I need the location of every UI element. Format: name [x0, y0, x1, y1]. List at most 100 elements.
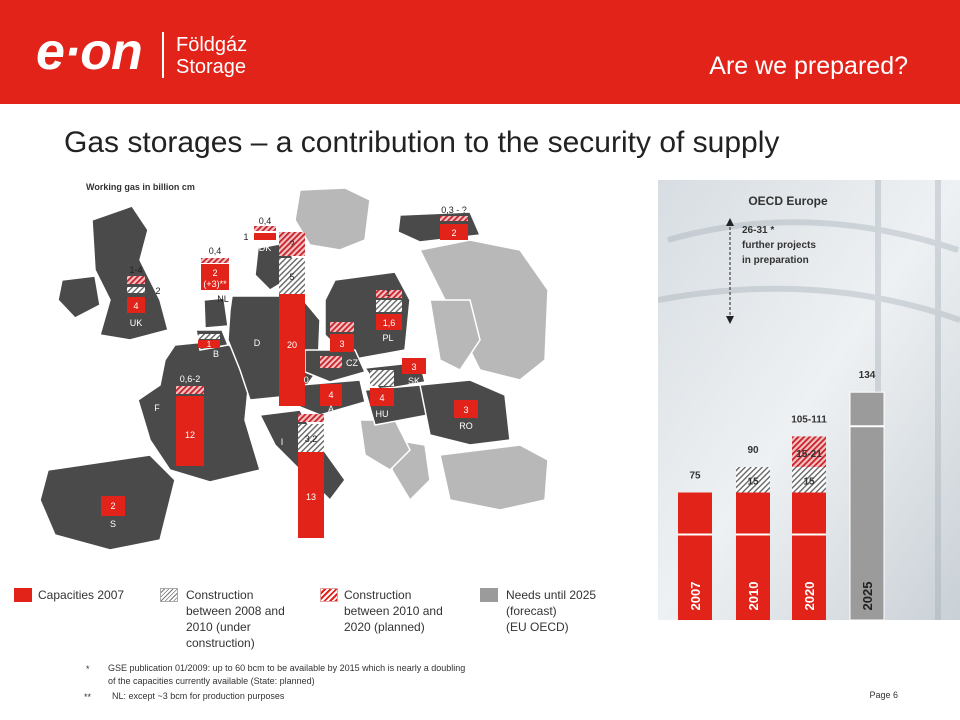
bar-2007-year-label: 2007 [688, 582, 703, 611]
pl-label: PL [382, 333, 393, 343]
bar-2025-total-label: 134 [859, 370, 876, 381]
country-ireland [57, 275, 101, 319]
lv-capacity-value: 2 [451, 228, 456, 238]
f-planned-bar [176, 386, 204, 394]
i-label: I [281, 437, 284, 447]
oecd-bars: 75 2007 15 90 2010 15 15-21 105-111 2020 134 2025 [678, 370, 885, 620]
legend-construction-swatch [160, 588, 178, 602]
b-capacity-value: 1 [207, 340, 212, 349]
bar-2007-total-label: 75 [689, 471, 701, 482]
hu-capacity-value: 4 [379, 393, 384, 403]
d-planned-value: ? [289, 239, 294, 249]
a-label: A [328, 404, 334, 414]
uk-planned-value: 1-4 [129, 265, 142, 275]
company-name-line1: Földgáz [176, 34, 248, 56]
country-netherlands [203, 297, 229, 329]
d-construction-bar [279, 258, 305, 294]
cz-label: CZ [346, 358, 358, 368]
d-label: D [254, 338, 261, 348]
bar-2020-planned-label: 15-21 [796, 449, 822, 460]
ro-capacity-value: 3 [463, 405, 468, 415]
eon-logo: e·on [36, 23, 143, 81]
oecd-europe-chart: OECD Europe 75 2007 15 90 2010 15 15-21 105-111… [658, 180, 960, 620]
slide-title: Gas storages – a contribution to the sec… [64, 126, 780, 159]
sk-capacity-value: 3 [411, 362, 416, 372]
legend-construction-line1: Construction [186, 588, 254, 602]
logo-divider [162, 32, 164, 78]
bar-2020-planned [792, 436, 826, 467]
bar-2010-construction [736, 467, 770, 493]
bar-2010-construction-label: 15 [747, 477, 759, 488]
footnote-1-line1: GSE publication 01/2009: up to 60 bcm to… [108, 663, 466, 673]
legend-construction-line2: between 2008 and [186, 604, 285, 618]
cz-capacity-bar [330, 334, 354, 352]
hu-construction-bar [370, 370, 394, 386]
ro-label: RO [459, 421, 473, 431]
pl-planned-value: 1 [385, 288, 390, 298]
bar-2020-construction-label: 15 [803, 477, 815, 488]
legend-planned-line2: between 2010 and [344, 604, 443, 618]
legend-needs-swatch [480, 588, 498, 602]
legend-capacities-label: Capacities 2007 [38, 588, 125, 602]
dk-capacity-bar [254, 233, 276, 240]
s-capacity-bar [101, 496, 125, 516]
nl-planned-value: 0,4 [209, 246, 222, 256]
sk-construction-value: 0,4 [412, 334, 425, 344]
nl-planned-bar [201, 258, 229, 263]
bar-2010-year-label: 2010 [746, 582, 761, 611]
legend-planned-swatch [320, 588, 338, 602]
hu-label: HU [376, 409, 389, 419]
f-capacity-value: 12 [185, 430, 195, 440]
f-label: F [154, 403, 160, 413]
ro-capacity-bar [454, 400, 478, 418]
map-caption: Working gas in billion cm [86, 182, 195, 192]
lv-label: LV [481, 234, 491, 244]
note-line2: further projects [742, 240, 816, 251]
footnote-2: NL: except ~3 bcm for production purpose… [112, 691, 285, 701]
b-label: B [213, 349, 219, 359]
europe-storage-map: 4 1-4 2 UK 0,4 2 (+3)** NL 0,4 1 DK 0,3 … [39, 187, 549, 551]
note-range: 26-31 * [742, 225, 774, 236]
footnote-mark-2: ** [84, 692, 92, 702]
dk-planned-bar [254, 226, 276, 231]
a-capacity-bar [320, 384, 342, 406]
uk-construction-bar [127, 287, 145, 293]
pl-construction-value: 0,5 [412, 306, 425, 316]
legend-planned-line1: Construction [344, 588, 412, 602]
legend-construction-line3: 2010 (under [186, 620, 251, 634]
cz-capacity-value: 3 [339, 339, 344, 349]
dk-planned-value: 0,4 [259, 216, 272, 226]
company-name-line2: Storage [176, 56, 247, 78]
sk-label: SK [408, 376, 420, 386]
bar-2025-year-label: 2025 [860, 582, 875, 611]
i-capacity-bar [298, 452, 324, 538]
bar-2020-capacity [792, 492, 826, 620]
lv-planned-bar [440, 216, 468, 221]
s-capacity-value: 2 [110, 501, 115, 511]
hu-capacity-bar [370, 388, 394, 406]
s-label: S [110, 519, 116, 529]
nl-extra-value: (+3)** [203, 279, 227, 289]
cz-planned-bar [330, 322, 354, 332]
b-construction-bar [198, 334, 220, 339]
uk-label: UK [130, 318, 143, 328]
pl-capacity-value: 1,6 [383, 318, 396, 328]
legend-needs-line3: (EU OECD) [506, 620, 569, 634]
bar-2025-needs [849, 391, 885, 620]
f-planned-value: 0,6-2 [180, 374, 201, 384]
d-capacity-bar [279, 294, 305, 406]
i-construction-value: 3,2 [305, 434, 318, 444]
i-capacity-value: 13 [306, 492, 316, 502]
pl-construction-bar [376, 300, 402, 312]
country-uk [91, 205, 169, 341]
d-capacity-value: 20 [287, 340, 297, 350]
uk-capacity-bar [127, 297, 145, 313]
uk-capacity-value: 4 [133, 301, 138, 311]
footnote-1-line2: of the capacities currently available (S… [108, 676, 315, 686]
range-arrow-head-top [726, 218, 734, 226]
oecd-title: OECD Europe [748, 194, 828, 208]
legend-construction-line4: construction) [186, 636, 255, 650]
dk-label: DK [259, 243, 272, 253]
pl-planned-bar [376, 290, 402, 298]
legend-capacities-swatch [14, 588, 32, 602]
